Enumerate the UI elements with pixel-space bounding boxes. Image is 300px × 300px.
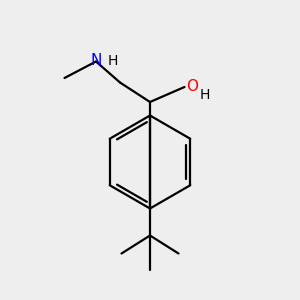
Text: N: N <box>90 53 102 68</box>
Text: H: H <box>108 54 119 68</box>
Text: O: O <box>187 79 199 94</box>
Text: H: H <box>200 88 211 102</box>
